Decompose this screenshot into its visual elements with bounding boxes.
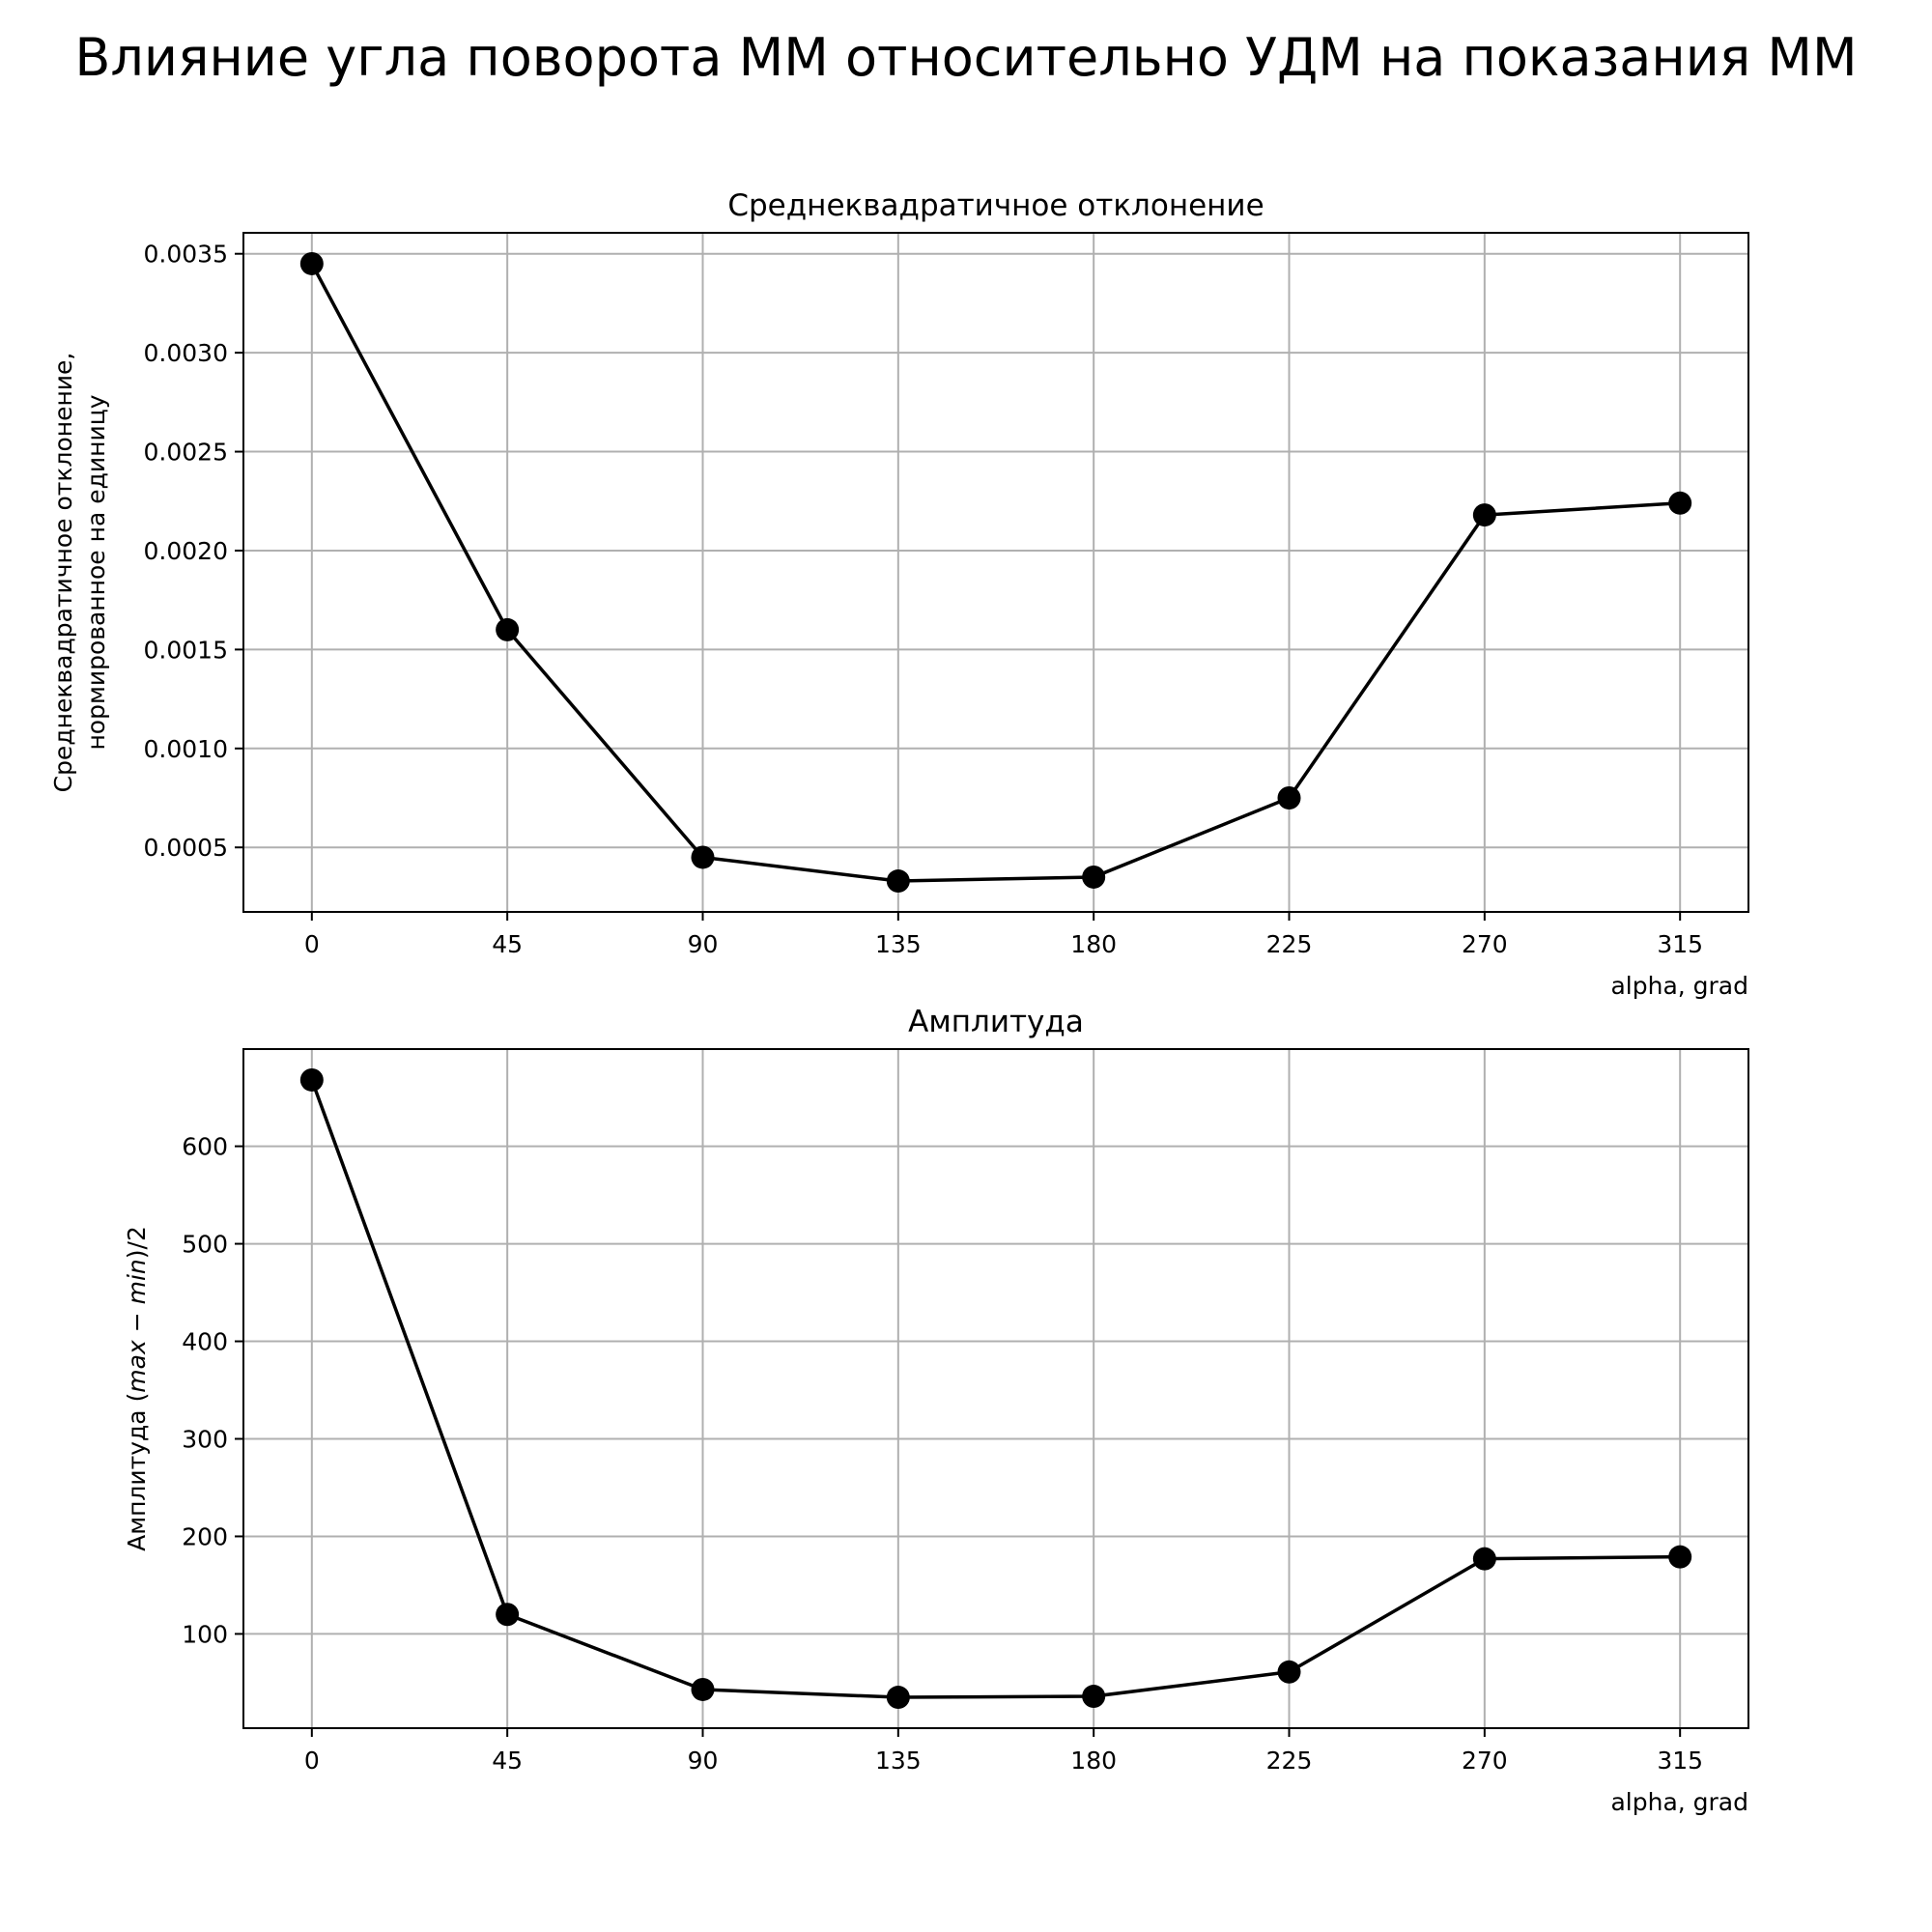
- x-axis-label: alpha, grad: [1610, 972, 1748, 1000]
- x-tick-label: 135: [875, 1747, 922, 1775]
- x-tick-label: 180: [1070, 930, 1117, 958]
- x-tick-label: 0: [304, 1747, 320, 1775]
- y-tick-label: 500: [182, 1231, 228, 1259]
- y-tick-label: 0.0005: [144, 834, 228, 862]
- y-axis-label-line: нормированное на единицу: [82, 394, 110, 750]
- data-point: [1277, 786, 1301, 810]
- data-point: [1277, 1660, 1301, 1684]
- figure-title: Влияние угла поворота ММ относительно УД…: [74, 27, 1858, 88]
- data-point: [1082, 1685, 1106, 1709]
- x-tick-label: 315: [1657, 930, 1703, 958]
- y-tick-label: 0.0025: [144, 439, 228, 467]
- x-tick-label: 90: [688, 930, 719, 958]
- data-point: [691, 1677, 715, 1701]
- y-tick-label: 0.0035: [144, 241, 228, 269]
- y-tick-label: 0.0010: [144, 735, 228, 763]
- y-tick-label: 0.0030: [144, 339, 228, 367]
- x-tick-label: 270: [1462, 1747, 1508, 1775]
- series-line: [310, 263, 1681, 883]
- x-tick-label: 225: [1266, 930, 1313, 958]
- data-point: [1668, 1545, 1692, 1569]
- data-point: [299, 1067, 324, 1092]
- y-tick-label: 600: [182, 1133, 228, 1161]
- x-tick-label: 45: [492, 1747, 523, 1775]
- amplitude-chart: 0 45 90 135 180 225 270 315 100 200 300 400 500 600 Ам…: [123, 1005, 1749, 1816]
- y-axis-label: Амплитуда (max − min)/2: [123, 1226, 151, 1551]
- data-point: [1668, 491, 1692, 515]
- axes-title: Амплитуда: [908, 1005, 1084, 1039]
- axes-frame: [242, 232, 1749, 913]
- x-tick-label: 90: [688, 1747, 719, 1775]
- y-tick-label: 0.0020: [144, 537, 228, 565]
- x-tick-label: 45: [492, 930, 523, 958]
- axes-title: Среднеквадратичное отклонение: [727, 188, 1264, 223]
- y-tick-label: 200: [182, 1522, 228, 1550]
- data-point: [299, 251, 324, 275]
- x-axis-label: alpha, grad: [1610, 1788, 1748, 1816]
- y-tick-label: 300: [182, 1425, 228, 1453]
- data-point: [1082, 865, 1106, 889]
- y-axis-label-line: Среднеквадратичное отклонение,: [49, 353, 77, 793]
- y-tick-label: 0.0015: [144, 636, 228, 664]
- x-tick-label: 225: [1266, 1747, 1313, 1775]
- series-line: [310, 1079, 1681, 1699]
- data-point: [496, 617, 520, 641]
- axes-frame: [242, 1048, 1749, 1729]
- y-tick-label: 400: [182, 1328, 228, 1356]
- y-tick-label: 100: [182, 1620, 228, 1648]
- data-point: [886, 1686, 910, 1710]
- data-point: [496, 1603, 520, 1627]
- x-tick-label: 270: [1462, 930, 1508, 958]
- x-tick-label: 180: [1070, 1747, 1117, 1775]
- data-point: [1472, 1547, 1496, 1571]
- std-deviation-chart: 0 45 90 135 180 225 270 315 0.0005 0.0010 0.0015 0.…: [49, 188, 1749, 1000]
- x-tick-label: 315: [1657, 1747, 1703, 1775]
- data-point: [1472, 503, 1496, 527]
- x-tick-label: 135: [875, 930, 922, 958]
- x-tick-label: 0: [304, 930, 320, 958]
- data-point: [691, 845, 715, 869]
- data-point: [886, 869, 910, 894]
